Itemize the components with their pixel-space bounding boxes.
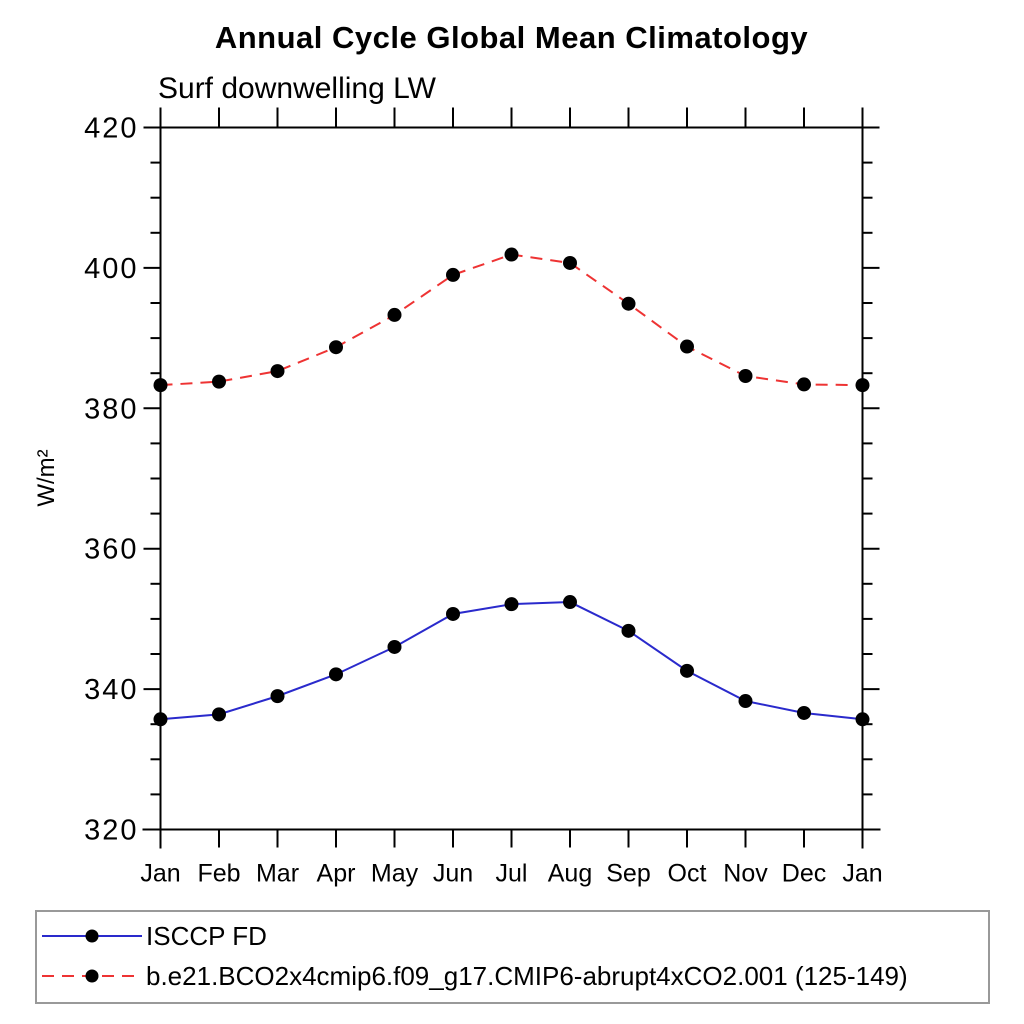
x-tick-label: Mar (256, 860, 299, 888)
data-point-marker-s0 (797, 705, 811, 720)
data-point-marker-s1 (738, 369, 753, 384)
data-point-marker-s1 (387, 307, 402, 322)
x-tick-label: May (371, 860, 419, 888)
y-tick-label: 320 (84, 815, 138, 847)
data-point-marker-s1 (446, 267, 460, 282)
data-point-marker-s0 (387, 639, 402, 654)
data-point-marker-s0 (270, 689, 285, 704)
x-tick-label: Apr (317, 860, 356, 888)
data-point-marker-s1 (680, 339, 694, 354)
x-tick-label: Dec (782, 860, 826, 888)
y-tick-label: 340 (84, 674, 138, 706)
data-point-marker-s0 (738, 694, 753, 709)
x-tick-label: Aug (548, 860, 592, 888)
data-point-marker-s0 (446, 606, 460, 621)
chart-subtitle: Surf downwelling LW (158, 72, 436, 105)
legend-item-isccp: ISCCP FD (41, 920, 267, 951)
x-tick-label: Jan (842, 860, 882, 888)
data-point-marker-s0 (621, 623, 636, 638)
data-point-marker-s1 (855, 378, 870, 393)
legend-line-sample-dashed (42, 969, 142, 983)
data-point-marker-s1 (212, 374, 226, 389)
legend-marker-dot-icon (85, 929, 99, 943)
x-tick-label: Jan (140, 860, 180, 888)
data-point-marker-s0 (212, 707, 226, 722)
data-point-marker-s0 (680, 663, 694, 678)
data-point-marker-s0 (329, 667, 343, 682)
data-point-marker-s1 (329, 340, 343, 355)
series-line-1 (160, 253, 863, 387)
data-point-marker-s1 (504, 247, 519, 262)
y-tick-label: 420 (84, 113, 138, 145)
series-line-0 (160, 601, 863, 721)
data-point-marker-s1 (270, 364, 285, 379)
x-tick-label: Oct (668, 860, 707, 888)
data-point-marker-s1 (621, 296, 636, 311)
x-tick-label: Jun (433, 860, 473, 888)
y-tick-label: 360 (84, 534, 138, 566)
x-tick-label: Nov (723, 860, 768, 888)
legend-line-sample-solid (42, 929, 142, 943)
data-point-marker-s0 (855, 712, 870, 727)
y-tick-label: 380 (84, 393, 138, 425)
x-tick-label: Feb (197, 860, 240, 888)
data-point-marker-s0 (504, 597, 519, 612)
legend-label-isccp: ISCCP FD (146, 920, 267, 951)
data-point-marker-s0 (153, 712, 168, 727)
chart-title: Annual Cycle Global Mean Climatology (214, 20, 809, 55)
x-tick-label: Jul (496, 860, 528, 888)
legend-box: ISCCP FD b.e21.BCO2x4cmip6.f09_g17.CMIP6… (35, 910, 990, 1004)
data-point-marker-s0 (563, 595, 577, 610)
data-point-marker-s1 (563, 255, 577, 270)
legend-marker-dot-icon (85, 969, 99, 983)
data-point-marker-s1 (153, 378, 168, 393)
x-tick-label: Sep (606, 860, 650, 888)
y-tick-label: 400 (84, 253, 138, 285)
legend-label-model: b.e21.BCO2x4cmip6.f09_g17.CMIP6-abrupt4x… (146, 960, 908, 991)
legend-item-model: b.e21.BCO2x4cmip6.f09_g17.CMIP6-abrupt4x… (41, 960, 908, 991)
data-point-marker-s1 (797, 377, 811, 392)
